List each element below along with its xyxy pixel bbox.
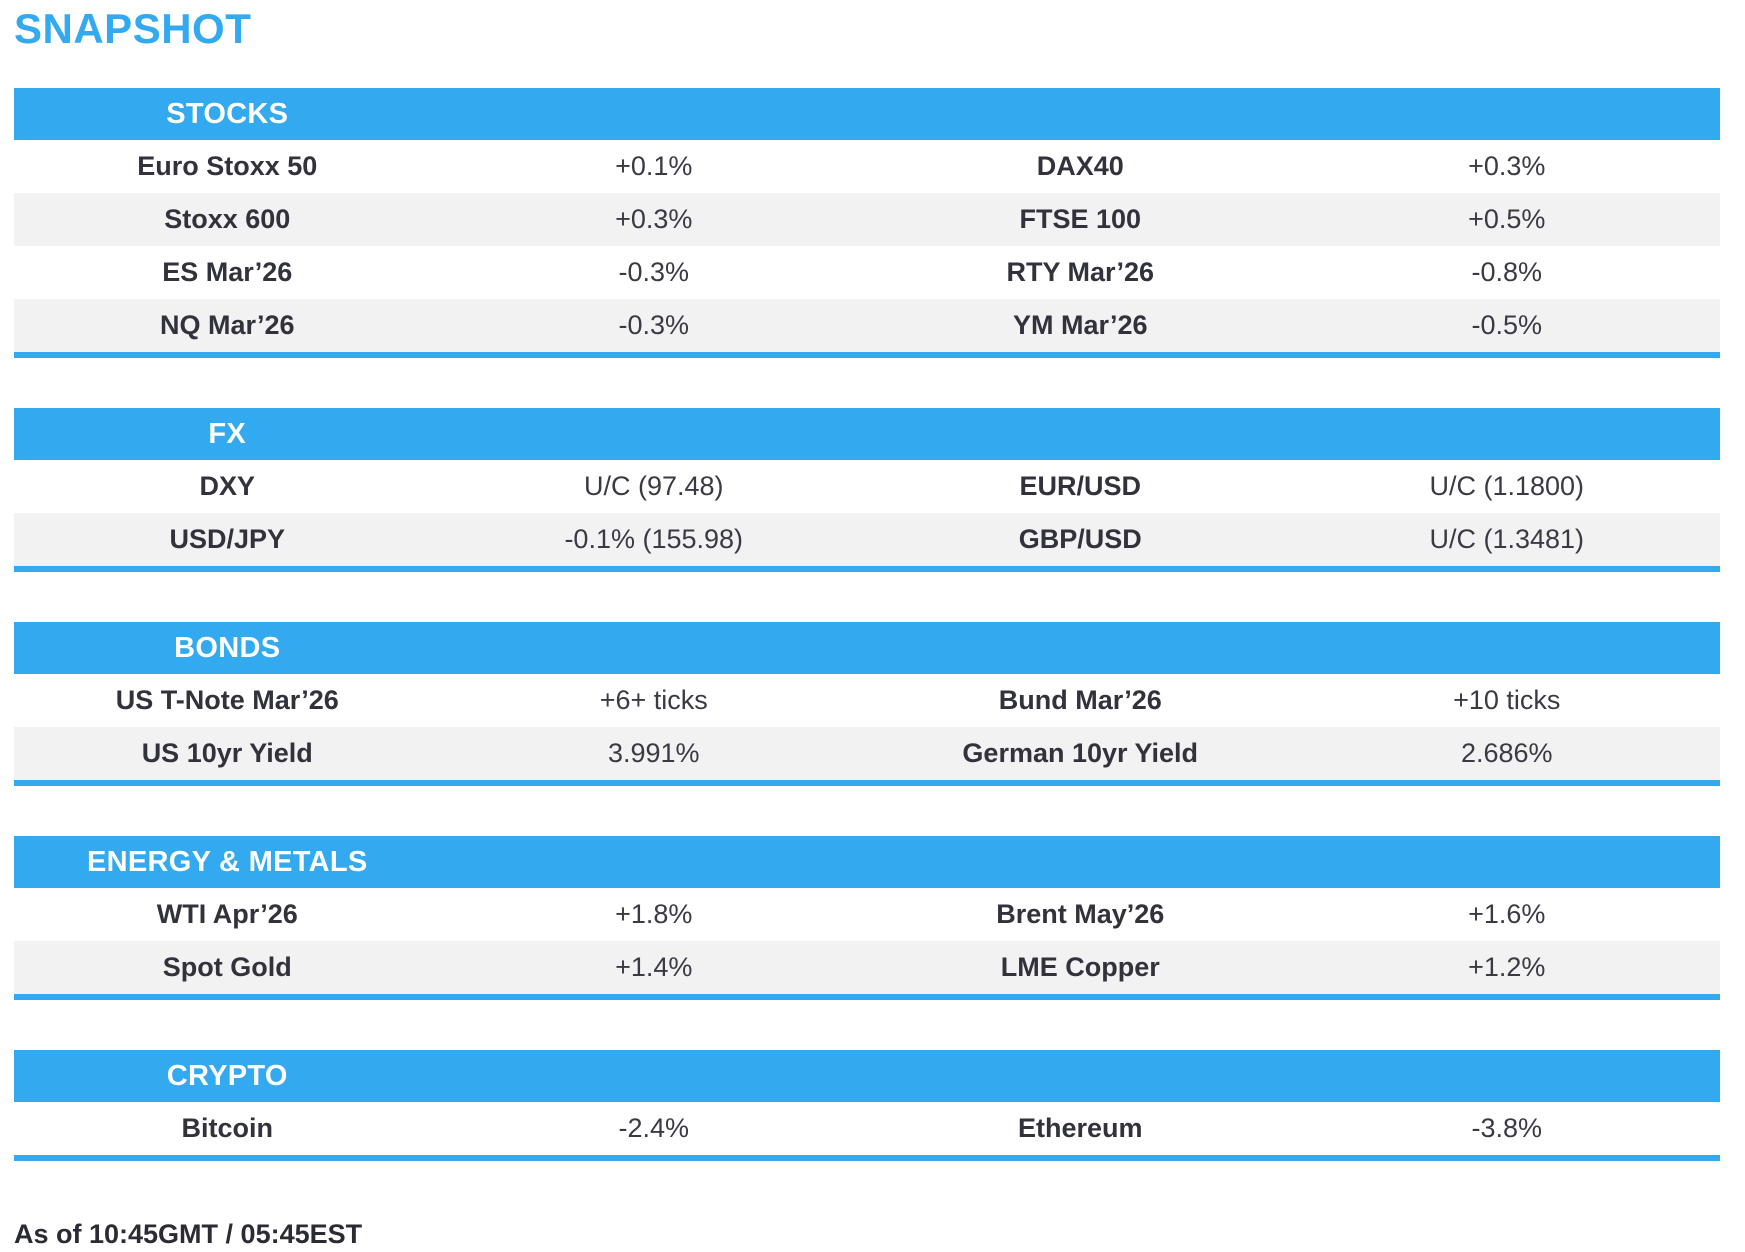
instrument-value: -3.8% (1471, 1113, 1543, 1143)
instrument-value: -0.8% (1471, 257, 1543, 287)
instrument-name: NQ Mar’26 (159, 310, 295, 340)
instrument-name: DXY (199, 471, 256, 501)
instrument-name: GBP/USD (1018, 524, 1142, 554)
footer-timestamp: As of 10:45GMT / 05:45EST (14, 1219, 363, 1249)
market-section: CRYPTO Bitcoin -2.4% Ethereum -3.8% (14, 1050, 1720, 1161)
instrument-value: +1.2% (1468, 952, 1546, 982)
instrument-name: Spot Gold (162, 952, 292, 982)
table-row: USD/JPY -0.1% (155.98) GBP/USD U/C (1.3481) (14, 513, 1720, 566)
instrument-name: Stoxx 600 (164, 204, 291, 234)
table-row: NQ Mar’26 -0.3% YM Mar’26 -0.5% (14, 299, 1720, 352)
instrument-name: FTSE 100 (1019, 204, 1142, 234)
instrument-value: U/C (97.48) (583, 471, 724, 501)
table-row: Euro Stoxx 50 +0.1% DAX40 +0.3% (14, 140, 1720, 193)
instrument-value: +10 ticks (1453, 685, 1561, 715)
market-section: BONDS US T-Note Mar’26 +6+ ticks Bund Mar’2… (14, 622, 1720, 786)
instrument-value: +0.1% (615, 151, 693, 181)
instrument-name: Bitcoin (181, 1113, 274, 1143)
instrument-value: +1.8% (615, 899, 693, 929)
instrument-value: -0.3% (618, 310, 690, 340)
section-header-label: CRYPTO (166, 1059, 288, 1092)
instrument-name: US T-Note Mar’26 (115, 685, 339, 715)
instrument-name: WTI Apr’26 (156, 899, 298, 929)
instrument-value: +1.6% (1468, 899, 1546, 929)
instrument-value: -0.1% (155.98) (564, 524, 744, 554)
market-section: STOCKS Euro Stoxx 50 +0.1% DAX40 +0.3% Stoxx … (14, 88, 1720, 358)
instrument-value: -0.5% (1471, 310, 1543, 340)
table-row: Stoxx 600 +0.3% FTSE 100 +0.5% (14, 193, 1720, 246)
instrument-value: 2.686% (1460, 738, 1553, 768)
instrument-name: Ethereum (1017, 1113, 1143, 1143)
instrument-name: USD/JPY (169, 524, 286, 554)
instrument-value: -2.4% (618, 1113, 690, 1143)
instrument-name: Brent May’26 (996, 899, 1165, 929)
instrument-name: US 10yr Yield (141, 738, 313, 768)
page-title: SNAPSHOT (14, 5, 252, 52)
instrument-value: +6+ ticks (599, 685, 708, 715)
instrument-value: +0.3% (615, 204, 693, 234)
instrument-name: YM Mar’26 (1012, 310, 1148, 340)
instrument-value: +0.3% (1468, 151, 1546, 181)
instrument-name: Euro Stoxx 50 (137, 151, 318, 181)
instrument-name: RTY Mar’26 (1006, 257, 1155, 287)
table-row: DXY U/C (97.48) EUR/USD U/C (1.1800) (14, 460, 1720, 513)
section-header-bar: ENERGY & METALS (14, 836, 1720, 888)
instrument-name: EUR/USD (1019, 471, 1141, 501)
section-header-label: FX (208, 417, 247, 450)
market-section: FX DXY U/C (97.48) EUR/USD U/C (1.1800) USD/J… (14, 408, 1720, 572)
table-row: Spot Gold +1.4% LME Copper +1.2% (14, 941, 1720, 994)
instrument-value: U/C (1.3481) (1429, 524, 1585, 554)
market-section: ENERGY & METALS WTI Apr’26 +1.8% Brent May’… (14, 836, 1720, 1000)
instrument-name: LME Copper (1000, 952, 1160, 982)
table-row: ES Mar’26 -0.3% RTY Mar’26 -0.8% (14, 246, 1720, 299)
section-header-bar: FX (14, 408, 1720, 460)
instrument-value: +1.4% (615, 952, 693, 982)
section-header-label: STOCKS (166, 97, 289, 130)
section-header-bar: STOCKS (14, 88, 1720, 140)
instrument-name: DAX40 (1036, 151, 1124, 181)
section-header-label: ENERGY & METALS (86, 845, 368, 878)
table-row: Bitcoin -2.4% Ethereum -3.8% (14, 1102, 1720, 1155)
instrument-value: U/C (1.1800) (1429, 471, 1585, 501)
section-header-label: BONDS (174, 631, 281, 664)
instrument-name: ES Mar’26 (162, 257, 293, 287)
instrument-name: German 10yr Yield (962, 738, 1199, 768)
table-row: US 10yr Yield 3.991% German 10yr Yield 2.68… (14, 727, 1720, 780)
instrument-value: 3.991% (607, 738, 700, 768)
table-row: WTI Apr’26 +1.8% Brent May’26 +1.6% (14, 888, 1720, 941)
instrument-value: -0.3% (618, 257, 690, 287)
instrument-value: +0.5% (1468, 204, 1546, 234)
instrument-name: Bund Mar’26 (998, 685, 1162, 715)
table-row: US T-Note Mar’26 +6+ ticks Bund Mar’26 +10 … (14, 674, 1720, 727)
section-header-bar: CRYPTO (14, 1050, 1720, 1102)
market-sections: STOCKS Euro Stoxx 50 +0.1% DAX40 +0.3% Stoxx … (14, 88, 1720, 1161)
section-header-bar: BONDS (14, 622, 1720, 674)
